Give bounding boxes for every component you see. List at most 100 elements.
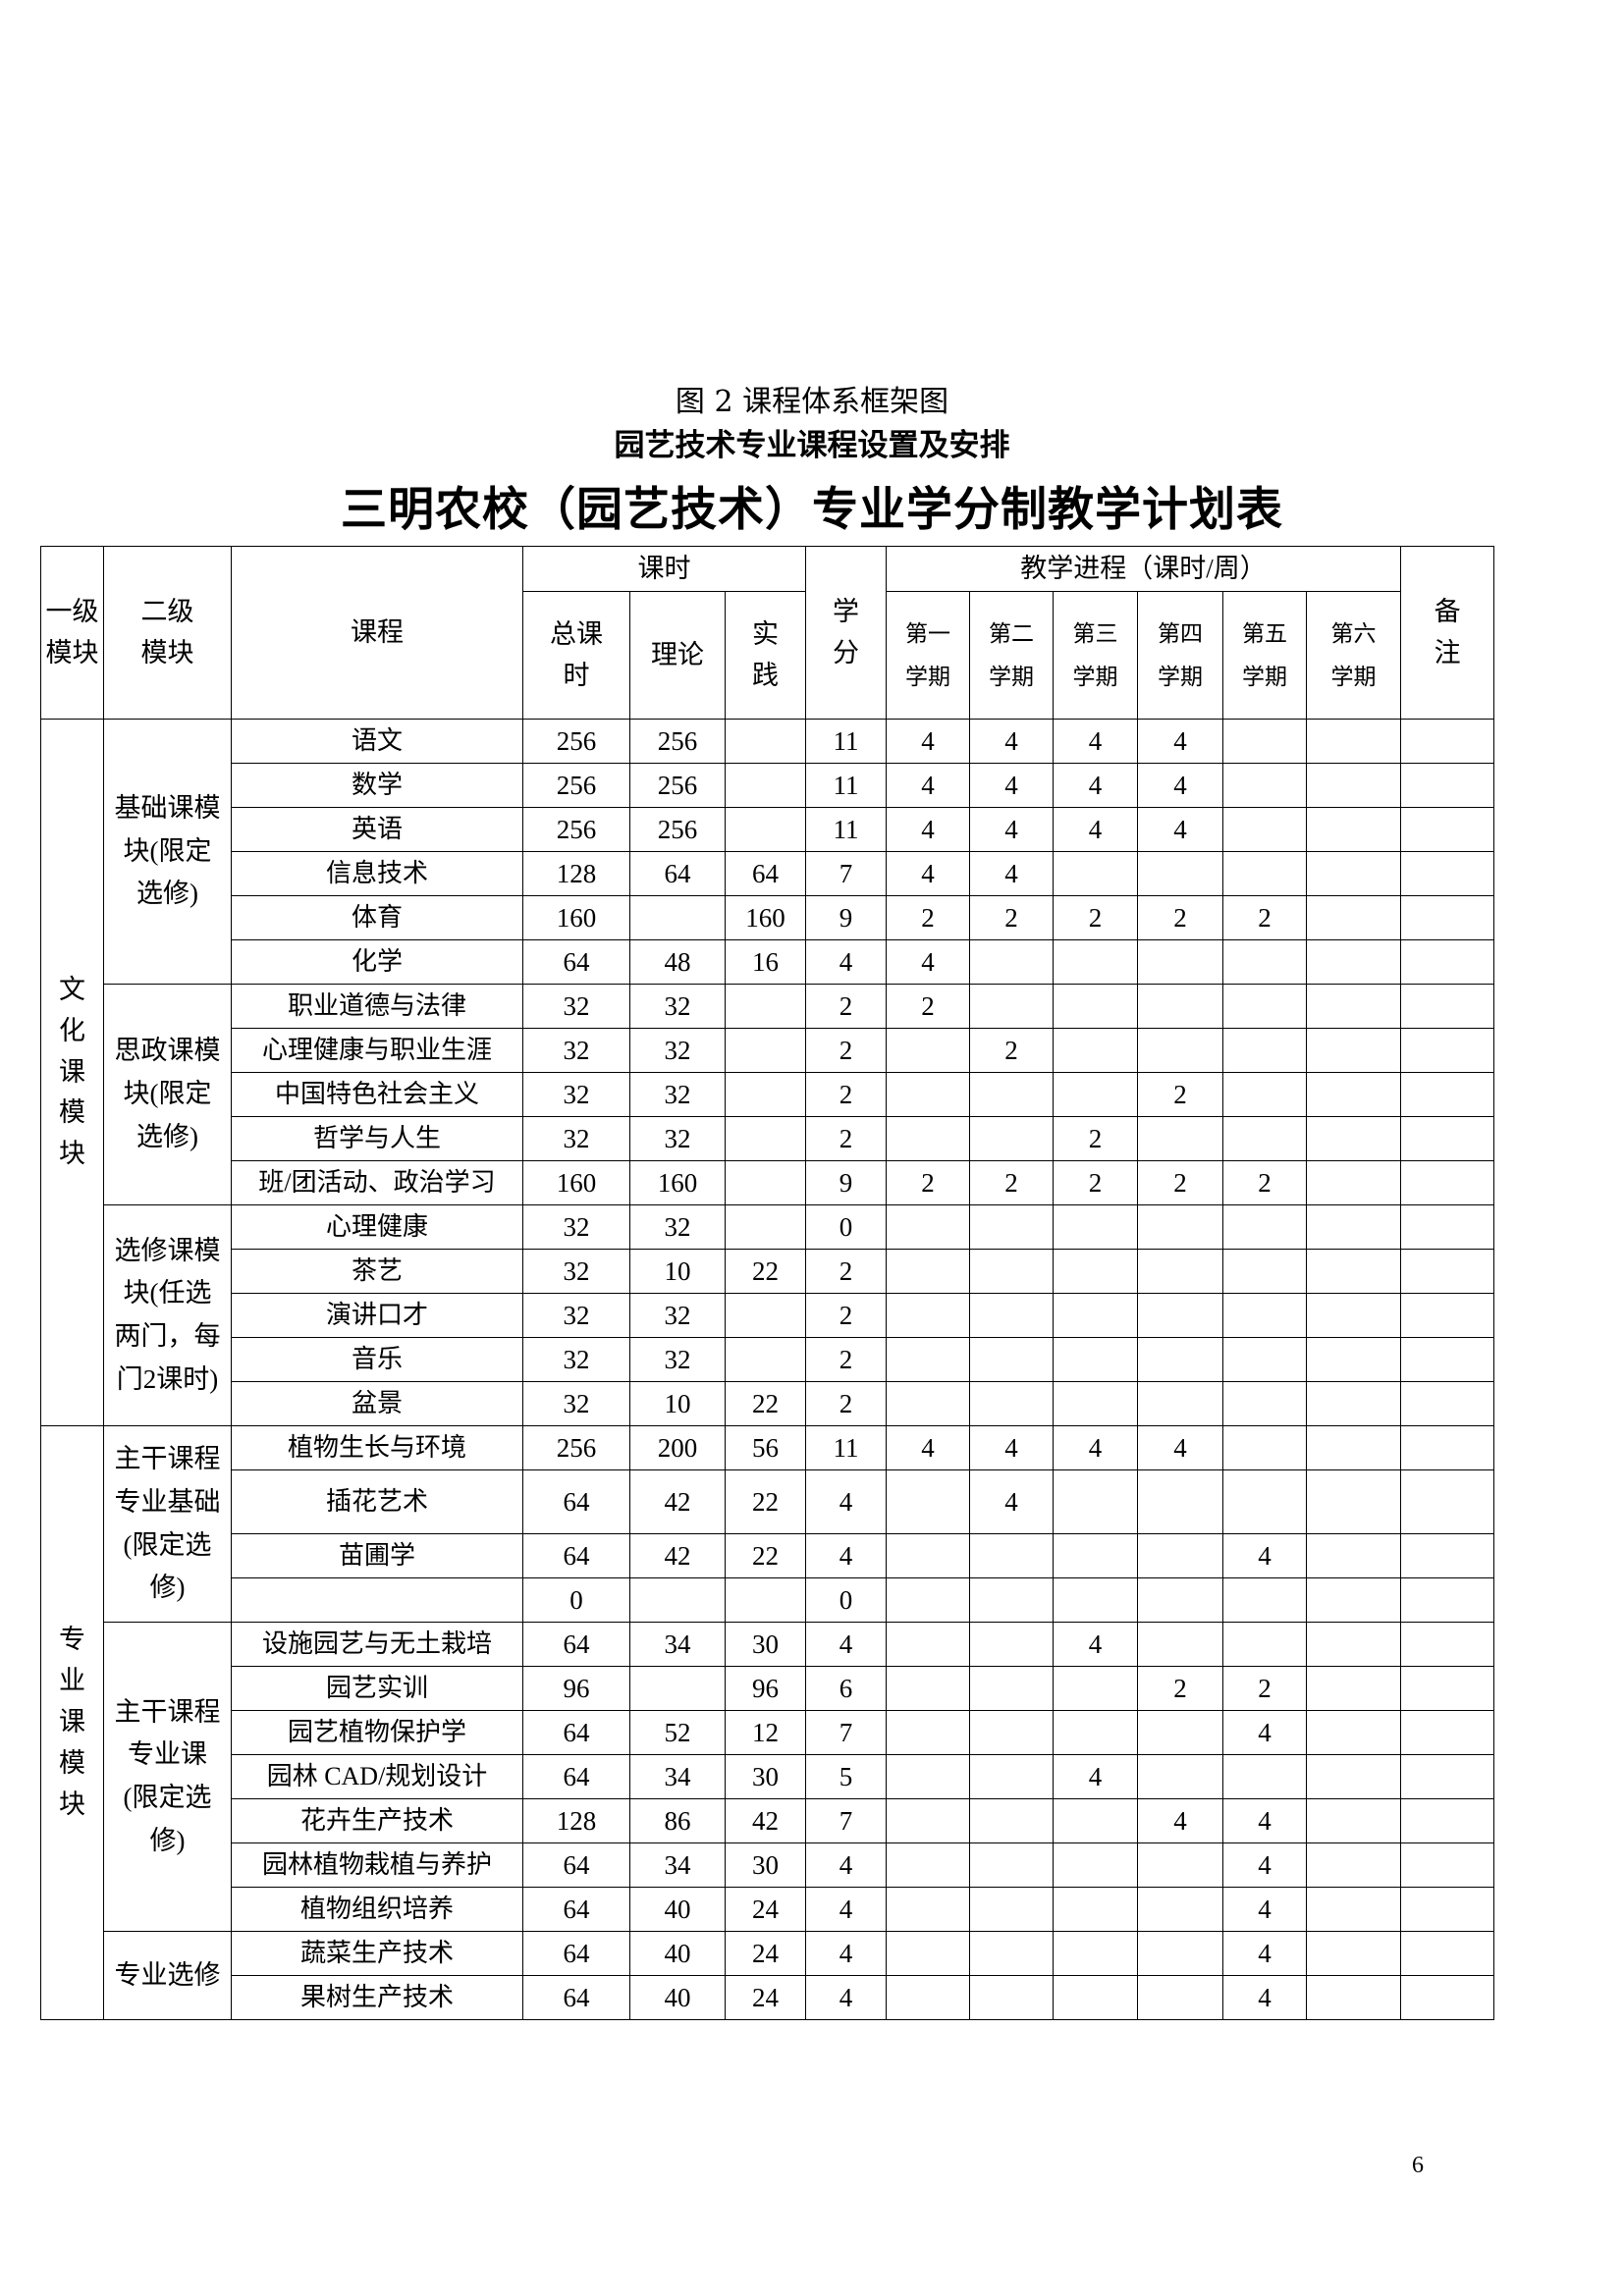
cell-credit: 0: [805, 1577, 888, 1623]
table-row: 心理健康与职业生涯 32 32 2 2: [41, 1028, 1495, 1073]
cell-semester-4: [1137, 1249, 1224, 1294]
cell-total-hours: 160: [522, 895, 630, 940]
cell-semester-5: [1222, 763, 1308, 808]
cell-semester-3: [1053, 1842, 1139, 1888]
cell-theory-hours: 40: [629, 1975, 726, 2020]
cell-credit: 2: [805, 1337, 888, 1382]
cell-semester-4: [1137, 1028, 1224, 1073]
cell-practice-hours: 30: [724, 1842, 807, 1888]
cell-theory-hours: 256: [629, 763, 726, 808]
cell-theory-hours: 34: [629, 1754, 726, 1799]
cell-semester-1: [886, 1798, 971, 1843]
cell-semester-1: 4: [886, 939, 971, 985]
cell-note: [1400, 1622, 1495, 1667]
cell-total-hours: 32: [522, 1028, 630, 1073]
cell-theory-hours: 64: [629, 851, 726, 896]
cell-semester-5: [1222, 984, 1308, 1029]
cell-semester-5: [1222, 939, 1308, 985]
cell-note: [1400, 1887, 1495, 1932]
cell-semester-1: 2: [886, 895, 971, 940]
cell-total-hours: 32: [522, 1116, 630, 1161]
cell-course: [231, 1577, 523, 1623]
table-row: 体育 160 160 9 2 2 2 2 2: [41, 895, 1495, 940]
cell-semester-2: 2: [969, 1028, 1055, 1073]
cell-semester-2: [969, 1293, 1055, 1338]
cell-semester-3: [1053, 984, 1139, 1029]
cell-practice-hours: 22: [724, 1469, 807, 1534]
cell-semester-3: 4: [1053, 807, 1139, 852]
cell-note: [1400, 895, 1495, 940]
cell-semester-5: 4: [1222, 1710, 1308, 1755]
cell-semester-2: [969, 1975, 1055, 2020]
cell-practice-hours: [724, 1072, 807, 1117]
cell-theory-hours: 34: [629, 1622, 726, 1667]
cell-semester-4: [1137, 1533, 1224, 1578]
cell-semester-3: [1053, 1028, 1139, 1073]
cell-theory-hours: 32: [629, 1293, 726, 1338]
cell-semester-5: 4: [1222, 1975, 1308, 2020]
cell-semester-5: 4: [1222, 1533, 1308, 1578]
cell-semester-4: 2: [1137, 1160, 1224, 1205]
cell-semester-1: [886, 1754, 971, 1799]
cell-credit: 0: [805, 1204, 888, 1250]
cell-semester-5: [1222, 1577, 1308, 1623]
level1-module: 专业课模块: [40, 1425, 104, 2020]
level2-module: 主干课程专业基础(限定选修): [103, 1425, 232, 1623]
cell-semester-6: [1306, 763, 1402, 808]
cell-semester-5: [1222, 719, 1308, 764]
cell-semester-6: [1306, 1754, 1402, 1799]
cell-semester-4: [1137, 851, 1224, 896]
cell-semester-4: [1137, 1116, 1224, 1161]
cell-semester-1: [886, 1072, 971, 1117]
cell-semester-5: [1222, 1754, 1308, 1799]
header-credit: 学分: [805, 546, 888, 720]
cell-total-hours: 256: [522, 763, 630, 808]
cell-theory-hours: 10: [629, 1381, 726, 1426]
cell-practice-hours: 30: [724, 1754, 807, 1799]
cell-credit: 6: [805, 1666, 888, 1711]
cell-course: 植物生长与环境: [231, 1425, 523, 1470]
cell-note: [1400, 1337, 1495, 1382]
cell-theory-hours: [629, 895, 726, 940]
cell-total-hours: 64: [522, 1469, 630, 1534]
cell-credit: 2: [805, 1028, 888, 1073]
cell-theory-hours: 42: [629, 1533, 726, 1578]
cell-semester-6: [1306, 851, 1402, 896]
cell-theory-hours: 32: [629, 1204, 726, 1250]
table-row: 园林植物栽植与养护 64 34 30 4 4: [41, 1842, 1495, 1888]
cell-semester-5: [1222, 1116, 1308, 1161]
cell-note: [1400, 1842, 1495, 1888]
page-number: 6: [1412, 2153, 1424, 2178]
cell-theory-hours: 32: [629, 1028, 726, 1073]
cell-semester-1: [886, 1975, 971, 2020]
cell-practice-hours: 22: [724, 1249, 807, 1294]
cell-note: [1400, 1381, 1495, 1426]
cell-note: [1400, 939, 1495, 985]
cell-semester-5: [1222, 1381, 1308, 1426]
cell-note: [1400, 1798, 1495, 1843]
cell-note: [1400, 1293, 1495, 1338]
level2-module: 基础课模块(限定选修): [103, 719, 232, 985]
table-row: 化学 64 48 16 4 4: [41, 939, 1495, 985]
level1-module: 文化课模块: [40, 719, 104, 1426]
cell-credit: 11: [805, 807, 888, 852]
cell-credit: 4: [805, 1887, 888, 1932]
cell-total-hours: 64: [522, 939, 630, 985]
cell-semester-6: [1306, 719, 1402, 764]
table-row: 班/团活动、政治学习 160 160 9 2 2 2 2 2: [41, 1160, 1495, 1205]
level2-module: 选修课模块(任选两门，每门2课时): [103, 1204, 232, 1426]
cell-course: 植物组织培养: [231, 1887, 523, 1932]
cell-course: 中国特色社会主义: [231, 1072, 523, 1117]
cell-total-hours: 0: [522, 1577, 630, 1623]
cell-semester-5: [1222, 1028, 1308, 1073]
cell-semester-4: [1137, 1293, 1224, 1338]
cell-semester-4: 4: [1137, 763, 1224, 808]
cell-semester-2: 4: [969, 1469, 1055, 1534]
cell-semester-6: [1306, 807, 1402, 852]
cell-theory-hours: 86: [629, 1798, 726, 1843]
cell-semester-5: [1222, 807, 1308, 852]
cell-practice-hours: [724, 1160, 807, 1205]
cell-total-hours: 64: [522, 1754, 630, 1799]
header-level2: 二级模块: [103, 546, 232, 720]
cell-semester-5: 2: [1222, 895, 1308, 940]
